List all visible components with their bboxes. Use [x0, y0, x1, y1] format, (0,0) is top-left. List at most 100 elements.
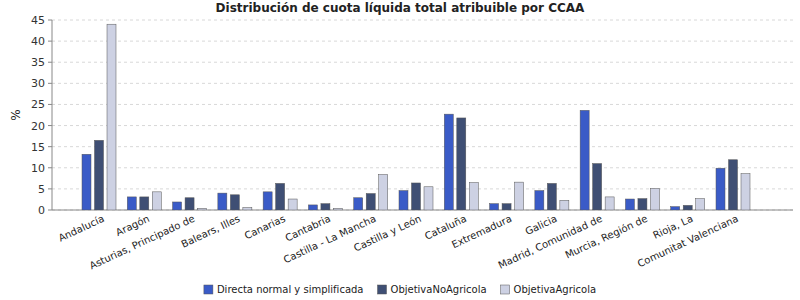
x-labels: AndalucíaAragónAsturias, Principado deBa… [57, 213, 740, 272]
bar [218, 193, 227, 210]
y-tick [48, 210, 52, 211]
bar [82, 154, 91, 210]
legend-item: Directa normal y simplificada [204, 284, 364, 295]
legend-swatch [378, 285, 387, 294]
series [82, 110, 725, 210]
bar [288, 199, 297, 210]
bar [185, 198, 194, 210]
bar [716, 168, 725, 210]
bar [696, 199, 705, 210]
bar [457, 118, 466, 210]
bar [741, 174, 750, 210]
y-tick [48, 62, 52, 63]
bar [593, 164, 602, 210]
bar [535, 191, 544, 210]
legend: Directa normal y simplificada ObjetivaNoA… [204, 284, 596, 295]
bar [399, 191, 408, 210]
bar [243, 207, 252, 210]
bar [490, 204, 499, 210]
bar [308, 205, 317, 210]
bar [412, 183, 421, 210]
y-tick [48, 41, 52, 42]
y-tick-label: 15 [31, 141, 45, 154]
bar [127, 197, 136, 210]
grid-line [52, 83, 793, 84]
bar [107, 24, 116, 210]
bar [502, 204, 511, 210]
y-tick [48, 167, 52, 168]
bar [95, 140, 104, 210]
y-axis [52, 20, 53, 210]
x-tick-label: Andalucía [57, 213, 106, 244]
bar [198, 208, 207, 210]
grid-line [52, 20, 793, 21]
bar [547, 183, 556, 210]
y-tick-label: 5 [38, 183, 45, 196]
grid-line [52, 167, 793, 168]
bar [321, 204, 330, 210]
y-axis-label: % [9, 109, 23, 120]
bar [263, 192, 272, 210]
bar [173, 202, 182, 210]
chart-title: Distribución de cuota líquida total atri… [216, 1, 586, 15]
chart-svg: Distribución de cuota líquida total atri… [0, 0, 800, 300]
x-tick-label: Canarias [243, 213, 287, 241]
legend-label: ObjetivaNoAgricola [391, 284, 487, 295]
bar [729, 160, 738, 210]
bar [560, 200, 569, 210]
legend-label: ObjetivaAgricola [514, 284, 597, 295]
bar [152, 192, 161, 210]
chart-container: Distribución de cuota líquida total atri… [0, 0, 800, 300]
bar [580, 110, 589, 210]
y-tick-label: 10 [31, 162, 45, 175]
bar [424, 187, 433, 210]
bar [354, 198, 363, 210]
x-tick-label: Balears, Illes [179, 213, 241, 250]
grid-line [52, 41, 793, 42]
series [107, 24, 750, 210]
y-tick-label: 20 [31, 120, 45, 133]
x-tick-label: Comunitat Valenciana [636, 213, 740, 269]
bars [82, 24, 750, 210]
bar [625, 199, 634, 210]
y-tick-label: 45 [31, 14, 45, 27]
bar [671, 207, 680, 210]
bar [650, 188, 659, 210]
y-tick-label: 0 [38, 204, 45, 217]
legend-label: Directa normal y simplificada [217, 284, 364, 295]
y-tick [48, 146, 52, 147]
bar [366, 194, 375, 210]
bar [469, 183, 478, 210]
bar [276, 183, 285, 210]
y-tick-label: 40 [31, 35, 45, 48]
bar [683, 205, 692, 210]
grid-line [52, 146, 793, 147]
x-axis [52, 210, 793, 211]
x-tick-label: Castilla y León [352, 213, 423, 254]
bar [333, 208, 342, 210]
bar [515, 182, 524, 210]
grid-line [52, 125, 793, 126]
series [95, 118, 738, 210]
y-tick-label: 30 [31, 77, 45, 90]
grid-line [52, 210, 793, 211]
bar [140, 197, 149, 210]
y-tick [48, 20, 52, 21]
legend-item: ObjetivaNoAgricola [378, 284, 487, 295]
bar [605, 197, 614, 210]
legend-swatch [204, 285, 213, 294]
x-tick-label: Murcia, Región de [563, 213, 649, 261]
bar [230, 195, 239, 210]
y-tick-label: 25 [31, 98, 45, 111]
bar [379, 175, 388, 210]
legend-item: ObjetivaAgricola [501, 284, 597, 295]
legend-swatch [501, 285, 510, 294]
bar [638, 199, 647, 210]
grid-line [52, 62, 793, 63]
y-tick [48, 188, 52, 189]
y-tick [48, 125, 52, 126]
x-tick-label: Extremadura [450, 213, 514, 250]
y-tick [48, 83, 52, 84]
grid-line [52, 104, 793, 105]
grid-line [52, 188, 793, 189]
